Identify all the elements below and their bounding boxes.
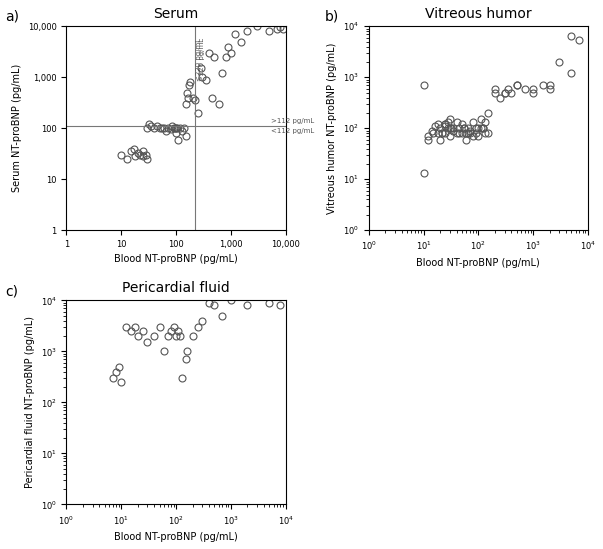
- Title: Pericardial fluid: Pericardial fluid: [122, 281, 230, 295]
- Text: <220 pg/mL: <220 pg/mL: [196, 37, 202, 81]
- Y-axis label: Vitreous humor NT-proBNP (pg/mL): Vitreous humor NT-proBNP (pg/mL): [327, 42, 337, 214]
- X-axis label: Blood NT-proBNP (pg/mL): Blood NT-proBNP (pg/mL): [114, 255, 238, 265]
- Text: >112 pg/mL: >112 pg/mL: [271, 117, 315, 124]
- X-axis label: Blood NT-proBNP (pg/mL): Blood NT-proBNP (pg/mL): [417, 258, 540, 268]
- Y-axis label: Pericardial fluid NT-proBNP (pg/mL): Pericardial fluid NT-proBNP (pg/mL): [25, 316, 35, 489]
- X-axis label: Blood NT-proBNP (pg/mL): Blood NT-proBNP (pg/mL): [114, 532, 238, 542]
- Text: b): b): [325, 10, 339, 24]
- Text: <112 pg/mL: <112 pg/mL: [271, 128, 315, 134]
- Text: >220 pg/mL: >220 pg/mL: [199, 37, 205, 81]
- Title: Serum: Serum: [153, 7, 198, 21]
- Text: c): c): [5, 284, 18, 298]
- Title: Vitreous humor: Vitreous humor: [425, 7, 532, 21]
- Text: a): a): [5, 10, 19, 24]
- Y-axis label: Serum NT-proBNP (pg/mL): Serum NT-proBNP (pg/mL): [12, 64, 22, 192]
